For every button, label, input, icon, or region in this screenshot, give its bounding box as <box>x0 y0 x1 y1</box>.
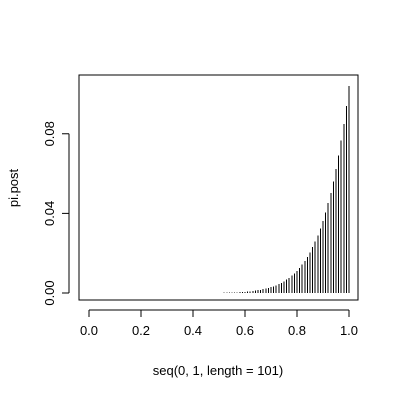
y-tick-label: 0.04 <box>42 201 57 226</box>
y-axis-label: pi.post <box>6 168 21 207</box>
x-tick-label: 0.8 <box>288 323 306 338</box>
y-axis: 0.00 0.04 0.08 <box>42 121 70 306</box>
y-tick-label: 0.08 <box>42 121 57 146</box>
x-tick-label: 0.4 <box>184 323 202 338</box>
plot-frame <box>78 74 359 301</box>
x-tick-label: 0.6 <box>236 323 254 338</box>
x-tick-label: 1.0 <box>340 323 358 338</box>
x-tick-label: 0.2 <box>132 323 150 338</box>
data-lines <box>179 86 350 293</box>
x-axis-label: seq(0, 1, length = 101) <box>153 363 283 378</box>
y-tick-label: 0.00 <box>42 280 57 305</box>
x-tick-label: 0.0 <box>80 323 98 338</box>
x-axis: 0.0 0.2 0.4 0.6 0.8 1.0 <box>80 309 358 338</box>
